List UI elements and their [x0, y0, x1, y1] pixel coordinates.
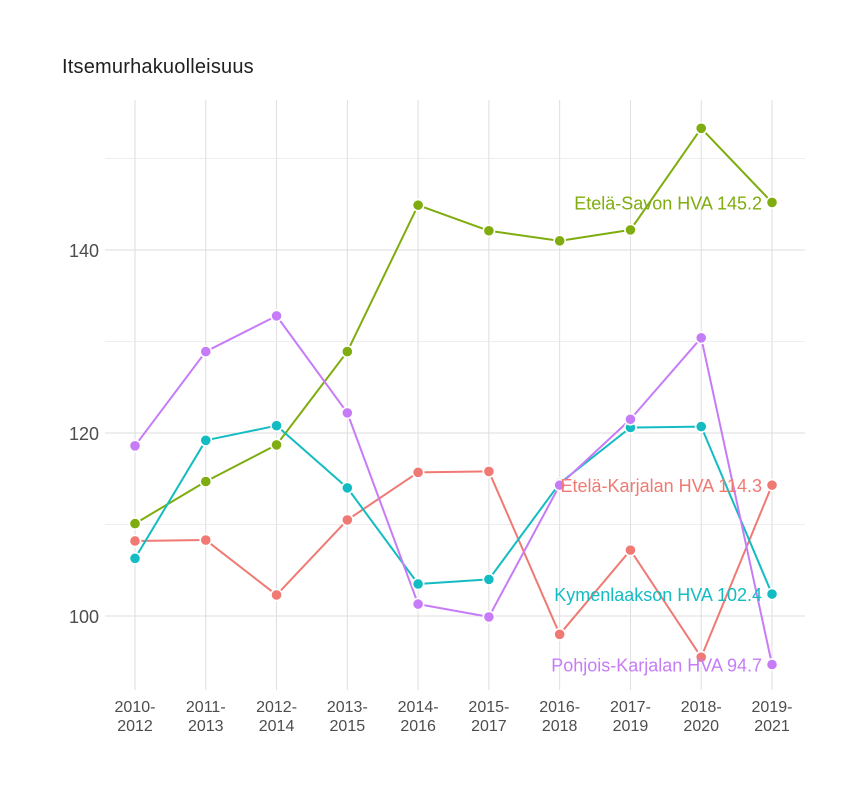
y-tick-label: 100 [69, 607, 99, 627]
axis-layer: 100 120 140 2010-2012 2011-2013 2012-2014 2013… [69, 241, 793, 735]
x-tick-label: 2011-2013 [186, 699, 226, 735]
series-end-label: Pohjois-Karjalan HVA 94.7 [551, 655, 762, 675]
data-point [199, 433, 213, 447]
series-end-label: Etelä-Savon HVA 145.2 [574, 193, 762, 213]
data-point [270, 438, 283, 452]
data-point [624, 543, 637, 557]
data-point [411, 465, 425, 479]
x-tick-label: 2019-2021 [752, 699, 793, 735]
grid-layer [105, 100, 805, 690]
data-point [482, 610, 496, 624]
x-tick-label: 2017-2019 [610, 699, 651, 735]
series-line [134, 314, 773, 665]
data-point [624, 412, 637, 426]
y-tick-label: 120 [69, 424, 99, 444]
data-point [340, 345, 354, 358]
x-tick-label: 2010-2012 [115, 699, 156, 735]
series-end-label: Etelä-Karjalan HVA 114.3 [561, 476, 762, 496]
x-tick-label: 2018-2020 [681, 699, 722, 735]
data-point [553, 234, 567, 248]
data-point [411, 597, 425, 611]
data-point [553, 627, 567, 641]
end-label-layer: Etelä-Karjalan HVA 114.3 Etelä-Savon HVA … [551, 193, 762, 675]
data-point [270, 419, 283, 433]
x-tick-label: 2014-2016 [398, 699, 439, 735]
data-point [270, 309, 283, 323]
data-point [340, 513, 354, 527]
data-point [270, 588, 283, 602]
data-point [624, 223, 637, 237]
series-line [134, 424, 773, 595]
data-point [694, 420, 708, 433]
y-tick-label: 140 [69, 241, 99, 261]
data-point [199, 475, 213, 488]
series-line [134, 470, 773, 659]
data-point [128, 534, 142, 548]
data-point [482, 224, 496, 238]
data-point [694, 331, 708, 345]
series-line [134, 127, 773, 525]
data-point [765, 196, 779, 209]
data-point [765, 658, 779, 671]
data-point [128, 439, 142, 453]
data-point [199, 533, 213, 547]
series-layer [128, 121, 779, 671]
data-point [128, 517, 142, 530]
data-point [694, 650, 708, 664]
x-tick-label: 2015-2017 [468, 699, 509, 735]
series-end-label: Kymenlaakson HVA 102.4 [554, 585, 762, 605]
x-tick-label: 2012-2014 [256, 699, 297, 735]
data-point [411, 577, 425, 591]
data-point [765, 478, 779, 492]
data-point [553, 478, 567, 492]
data-point [482, 465, 496, 478]
data-point [340, 406, 354, 420]
data-point [411, 198, 425, 212]
data-point [694, 121, 708, 135]
data-point [765, 587, 779, 601]
data-point [128, 551, 142, 565]
data-point [199, 345, 213, 358]
chart-title: Itsemurhakuolleisuus [62, 56, 254, 78]
x-tick-label: 2016-2018 [539, 699, 580, 735]
x-tick-label: 2013-2015 [327, 699, 368, 735]
data-point [482, 573, 496, 586]
data-point [340, 481, 354, 495]
